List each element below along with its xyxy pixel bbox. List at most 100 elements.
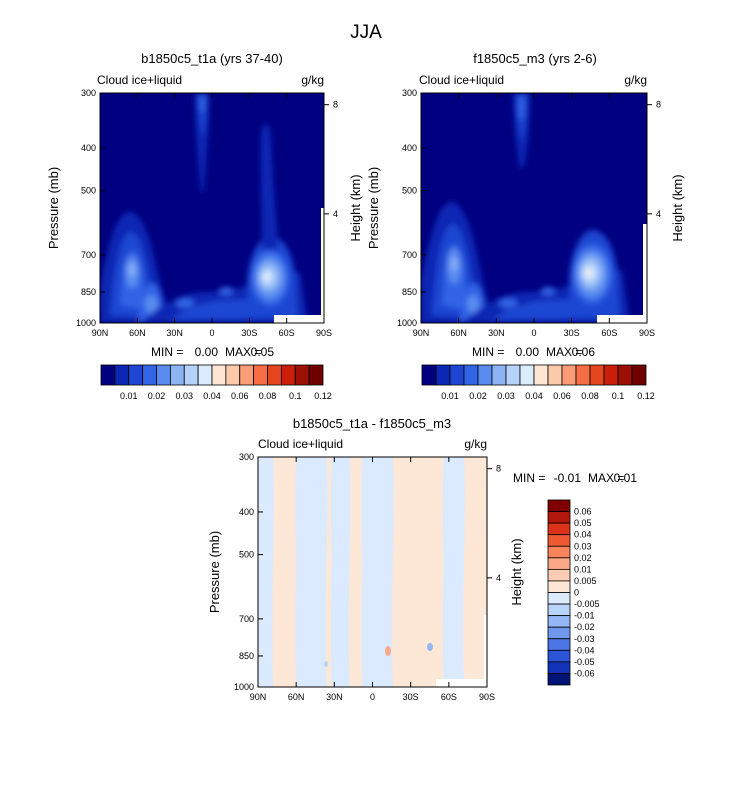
panel-3-bands xyxy=(258,457,487,687)
panel-2-axes: 90N 60N 30N 0 30S 60S 90S 300 400 500 700 850 1000 8 4 xyxy=(397,88,661,338)
panel-2-ylabel-right: Height (km) xyxy=(670,174,685,241)
x-tick-label: 60N xyxy=(450,328,467,338)
panel-1-field xyxy=(100,93,308,323)
panel-2-contour xyxy=(467,295,479,313)
colorbar-label: -0.04 xyxy=(574,645,595,655)
panel-3-missing-data xyxy=(484,615,487,679)
colorbar-box xyxy=(253,364,268,386)
colorbar-label: 0.04 xyxy=(203,391,221,401)
y-right-tick-label: 4 xyxy=(333,209,338,219)
panel-3-ylabel-right: Height (km) xyxy=(509,538,524,605)
y-tick-label: 500 xyxy=(402,186,417,196)
x-tick-label: 90N xyxy=(92,328,109,338)
panel-2-max-value: 0.06 xyxy=(572,345,596,359)
x-tick-label: 30N xyxy=(166,328,183,338)
colorbar-label: -0.02 xyxy=(574,622,595,632)
panel-2-min-label: MIN = xyxy=(472,345,504,359)
panel-2-contour xyxy=(518,96,524,120)
colorbar-box xyxy=(505,364,521,386)
panel-3-colorbar: 0.060.05 0.040.03 0.020.01 0.005 0-0.005 -0.0… xyxy=(547,499,600,686)
colorbar-box xyxy=(547,673,571,686)
colorbar-box xyxy=(519,364,535,386)
colorbar-box xyxy=(547,638,571,651)
panel-1: b1850c5_t1a (yrs 37-40) Cloud ice+liquid… xyxy=(46,51,363,401)
colorbar-label: 0.06 xyxy=(231,391,249,401)
y-tick-label: 700 xyxy=(81,250,96,260)
x-tick-label: 90N xyxy=(250,692,267,702)
panel-1-units: g/kg xyxy=(301,73,324,87)
x-tick-label: 60N xyxy=(288,692,305,702)
difference-band xyxy=(442,457,465,687)
colorbar-box xyxy=(280,364,296,386)
colorbar-box xyxy=(156,364,171,386)
y-tick-label: 700 xyxy=(402,250,417,260)
panel-3-min-label: MIN = xyxy=(513,471,545,485)
colorbar-box xyxy=(100,364,116,386)
panel-2-max-label: MAX = xyxy=(546,345,582,359)
x-tick-label: 0 xyxy=(209,328,214,338)
panel-1-colorbar: 0.01 0.02 0.03 0.04 0.06 0.08 0.1 0.12 xyxy=(100,364,332,401)
colorbar-label: 0.08 xyxy=(581,391,599,401)
y-tick-label: 1000 xyxy=(234,682,254,692)
y-right-tick-label: 8 xyxy=(496,464,501,474)
difference-band xyxy=(295,457,328,687)
y-tick-label: 1000 xyxy=(397,318,417,328)
y-tick-label: 850 xyxy=(239,651,254,661)
colorbar-box xyxy=(267,364,282,386)
colorbar-box xyxy=(547,568,571,582)
colorbar-box xyxy=(308,364,324,386)
colorbar-label: -0.03 xyxy=(574,634,595,644)
panel-2-contour xyxy=(451,257,457,271)
colorbar-label: 0.1 xyxy=(289,391,302,401)
colorbar-label: 0.01 xyxy=(120,391,138,401)
colorbar-box xyxy=(547,615,571,628)
panel-2-variable-label: Cloud ice+liquid xyxy=(419,73,504,87)
y-tick-label: 300 xyxy=(81,88,96,98)
difference-band xyxy=(348,457,364,687)
colorbar-box xyxy=(128,364,144,386)
panel-3-units: g/kg xyxy=(464,437,487,451)
y-tick-label: 300 xyxy=(239,452,254,462)
colorbar-box xyxy=(547,580,571,593)
colorbar-label: 0.02 xyxy=(469,391,487,401)
panel-3-max-value: 0.01 xyxy=(614,471,638,485)
y-right-tick-label: 8 xyxy=(333,100,338,110)
colorbar-box xyxy=(547,499,571,512)
panel-1-title: b1850c5_t1a (yrs 37-40) xyxy=(141,51,283,66)
y-tick-label: 850 xyxy=(81,287,96,297)
panel-1-min-label: MIN = xyxy=(151,345,183,359)
panel-2-contour xyxy=(587,270,591,276)
panel-1-variable-label: Cloud ice+liquid xyxy=(97,73,182,87)
panel-3: b1850c5_t1a - f1850c5_m3 Cloud ice+liqui… xyxy=(207,416,637,702)
panel-3-ylabel: Pressure (mb) xyxy=(207,531,222,613)
colorbar-label: 0.02 xyxy=(574,553,592,563)
y-tick-label: 400 xyxy=(81,143,96,153)
difference-band xyxy=(361,457,394,687)
colorbar-box xyxy=(294,364,310,386)
panel-1-missing-data xyxy=(274,248,324,323)
panel-3-axes: 90N 60N 30N 0 30S 60S 90S 300 400 500 700 850 1000 8 4 xyxy=(234,452,501,702)
panel-1-axes: 90N 60N 30N 0 30S 60S 90S 300 400 500 700 850 1000 8 4 xyxy=(76,88,338,338)
y-right-tick-label: 8 xyxy=(656,100,661,110)
colorbar-label: 0.005 xyxy=(574,576,597,586)
panel-1-contour xyxy=(219,287,233,295)
colorbar-label: 0.01 xyxy=(574,564,592,574)
x-tick-label: 60N xyxy=(129,328,146,338)
colorbar-label: 0.1 xyxy=(612,391,625,401)
colorbar-box xyxy=(211,364,227,386)
colorbar-box xyxy=(449,364,465,386)
panel-1-missing-data xyxy=(321,208,324,248)
panel-2-min-value: 0.00 xyxy=(516,345,540,359)
colorbar-label: -0.06 xyxy=(574,668,595,678)
colorbar-box xyxy=(114,364,130,386)
colorbar-label: 0.03 xyxy=(574,541,592,551)
page-title: JJA xyxy=(350,22,382,43)
x-tick-label: 30S xyxy=(403,692,419,702)
difference-band xyxy=(272,457,298,687)
colorbar-label: 0.02 xyxy=(148,391,166,401)
panel-1-ylabel: Pressure (mb) xyxy=(46,167,61,249)
panel-1-ylabel-right: Height (km) xyxy=(348,174,363,241)
x-tick-label: 30S xyxy=(241,328,257,338)
panel-1-contour xyxy=(129,263,135,277)
panel-2-ylabel: Pressure (mb) xyxy=(366,167,381,249)
